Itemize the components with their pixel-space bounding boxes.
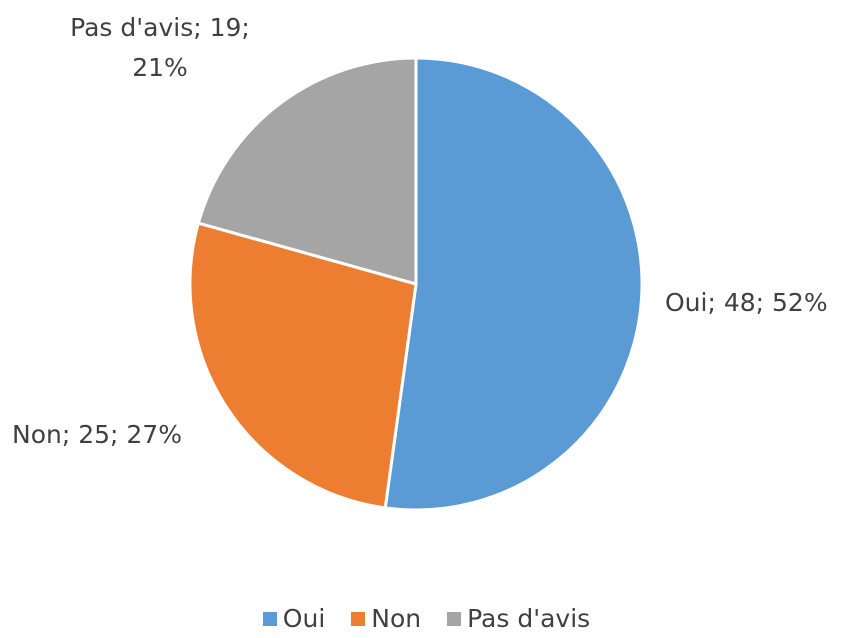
legend-swatch: [262, 611, 277, 626]
data-label: Non; 25; 27%: [12, 420, 182, 449]
legend-swatch: [351, 611, 366, 626]
legend-item: Oui: [262, 604, 326, 633]
data-label: Oui; 48; 52%: [665, 288, 828, 317]
legend-label: Pas d'avis: [467, 604, 591, 633]
legend-item: Pas d'avis: [447, 604, 590, 633]
legend-label: Non: [371, 604, 422, 633]
legend-swatch: [447, 611, 462, 626]
legend-item: Non: [351, 604, 421, 633]
pie-slice: [383, 56, 644, 512]
pie-slice: [196, 56, 418, 286]
data-label: Pas d'avis; 19; 21%: [70, 13, 250, 82]
legend-label: Oui: [282, 604, 326, 633]
legend: Oui Non Pas d'avis: [0, 604, 853, 633]
pie-slice: [188, 221, 418, 510]
